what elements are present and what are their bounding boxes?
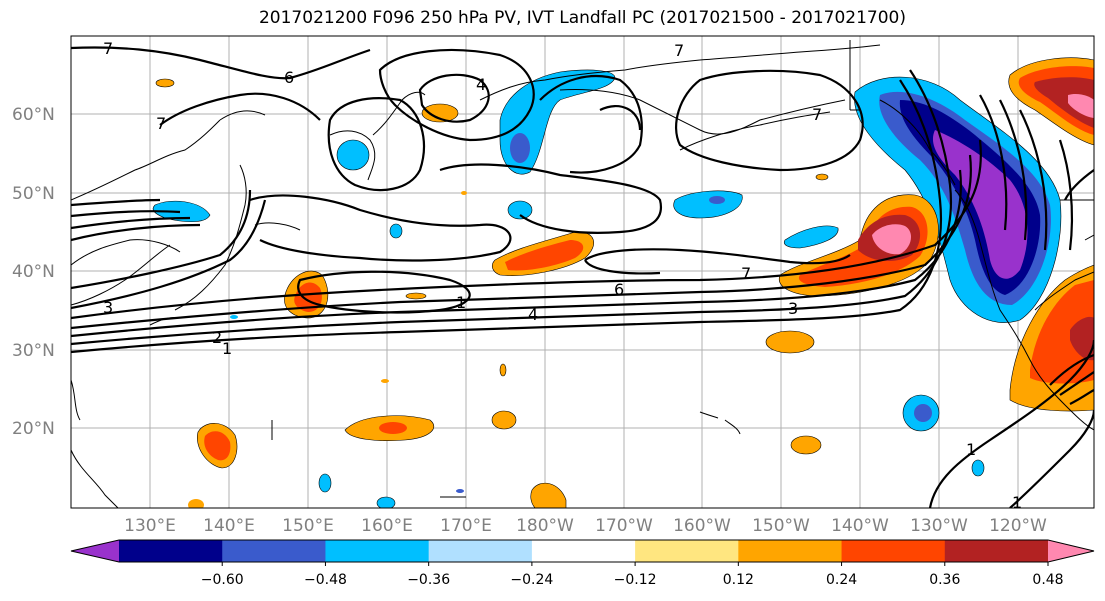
colorbar <box>70 539 1095 563</box>
map-title: 2017021200 F096 250 hPa PV, IVT Landfall… <box>258 8 906 28</box>
colorbar-swatch <box>531 540 636 562</box>
lat-label: 50°N <box>12 184 55 204</box>
colorbar-swatch <box>635 540 739 562</box>
colorbar-tick-label: −0.36 <box>407 572 450 588</box>
colorbar-extend-high <box>1048 540 1094 562</box>
pv-shading <box>152 57 1094 508</box>
colorbar-swatch <box>325 540 430 562</box>
colorbar-tick-label: 0.36 <box>929 572 960 588</box>
lon-label: 160°W <box>673 516 731 536</box>
lon-label: 140°W <box>831 516 889 536</box>
lon-label: 140°E <box>203 516 255 536</box>
colorbar-swatch <box>738 540 843 562</box>
lat-label: 40°N <box>12 262 55 282</box>
lon-label: 180°W <box>516 516 574 536</box>
contour-label: 1 <box>966 440 976 459</box>
colorbar-tick-label: −0.48 <box>304 572 347 588</box>
colorbar-extend-low <box>71 540 119 562</box>
colorbar-swatch <box>944 540 1049 562</box>
map-frame <box>70 35 1095 509</box>
pv-contours <box>71 46 1094 508</box>
colorbar-tick-label: −0.12 <box>614 572 657 588</box>
contour-label: 4 <box>476 75 486 94</box>
contour-label: 6 <box>284 68 294 87</box>
contour-label: 7 <box>741 264 751 283</box>
colorbar-tick-label: 0.24 <box>826 572 857 588</box>
lon-label: 130°E <box>124 516 176 536</box>
lon-label: 150°W <box>752 516 810 536</box>
colorbar-swatch <box>119 540 223 562</box>
contour-label: 1 <box>222 339 232 358</box>
lon-label: 120°W <box>989 516 1047 536</box>
contour-label: 7 <box>674 41 684 60</box>
lat-label: 60°N <box>12 105 55 125</box>
colorbar-swatch <box>222 540 326 562</box>
contour-label: 1 <box>1012 493 1022 512</box>
lat-label: 20°N <box>12 419 55 439</box>
map-panel: 7 6 7 7 4 3 2 1 4 6 7 3 1 7 1 1 <box>71 36 1094 512</box>
colorbar-swatch <box>428 540 533 562</box>
contour-label: 7 <box>812 105 822 124</box>
contour-label: 1 <box>456 293 466 312</box>
lon-label: 150°E <box>282 516 334 536</box>
contour-label: 6 <box>614 280 624 299</box>
latitude-labels: 60°N 50°N 40°N 30°N 20°N <box>12 105 55 439</box>
colorbar-outline <box>70 539 1095 563</box>
lon-label: 170°W <box>595 516 653 536</box>
contour-label: 7 <box>156 114 166 133</box>
contour-labels: 7 6 7 7 4 3 2 1 4 6 7 3 1 7 1 1 <box>103 39 1022 512</box>
colorbar-tick-label: −0.24 <box>510 572 553 588</box>
longitude-labels: 130°E 140°E 150°E 160°E 170°E 180°W 170°… <box>124 516 1047 536</box>
contour-label: 3 <box>103 298 113 317</box>
colorbar-tick-label: 0.48 <box>1032 572 1063 588</box>
contour-label: 2 <box>212 328 222 347</box>
lon-label: 130°W <box>910 516 968 536</box>
colorbar-swatch <box>841 540 946 562</box>
contour-label: 7 <box>103 39 113 58</box>
lon-label: 160°E <box>361 516 413 536</box>
contour-label: 3 <box>788 299 798 318</box>
colorbar-tick-label: 0.12 <box>723 572 754 588</box>
colorbar-ticks: −0.60 −0.48 −0.36 −0.24 −0.12 0.12 0.24 0.36 0.4… <box>201 562 1064 588</box>
lat-label: 30°N <box>12 341 55 361</box>
contour-label: 4 <box>528 305 538 324</box>
lon-label: 170°E <box>440 516 492 536</box>
colorbar-tick-label: −0.60 <box>201 572 244 588</box>
